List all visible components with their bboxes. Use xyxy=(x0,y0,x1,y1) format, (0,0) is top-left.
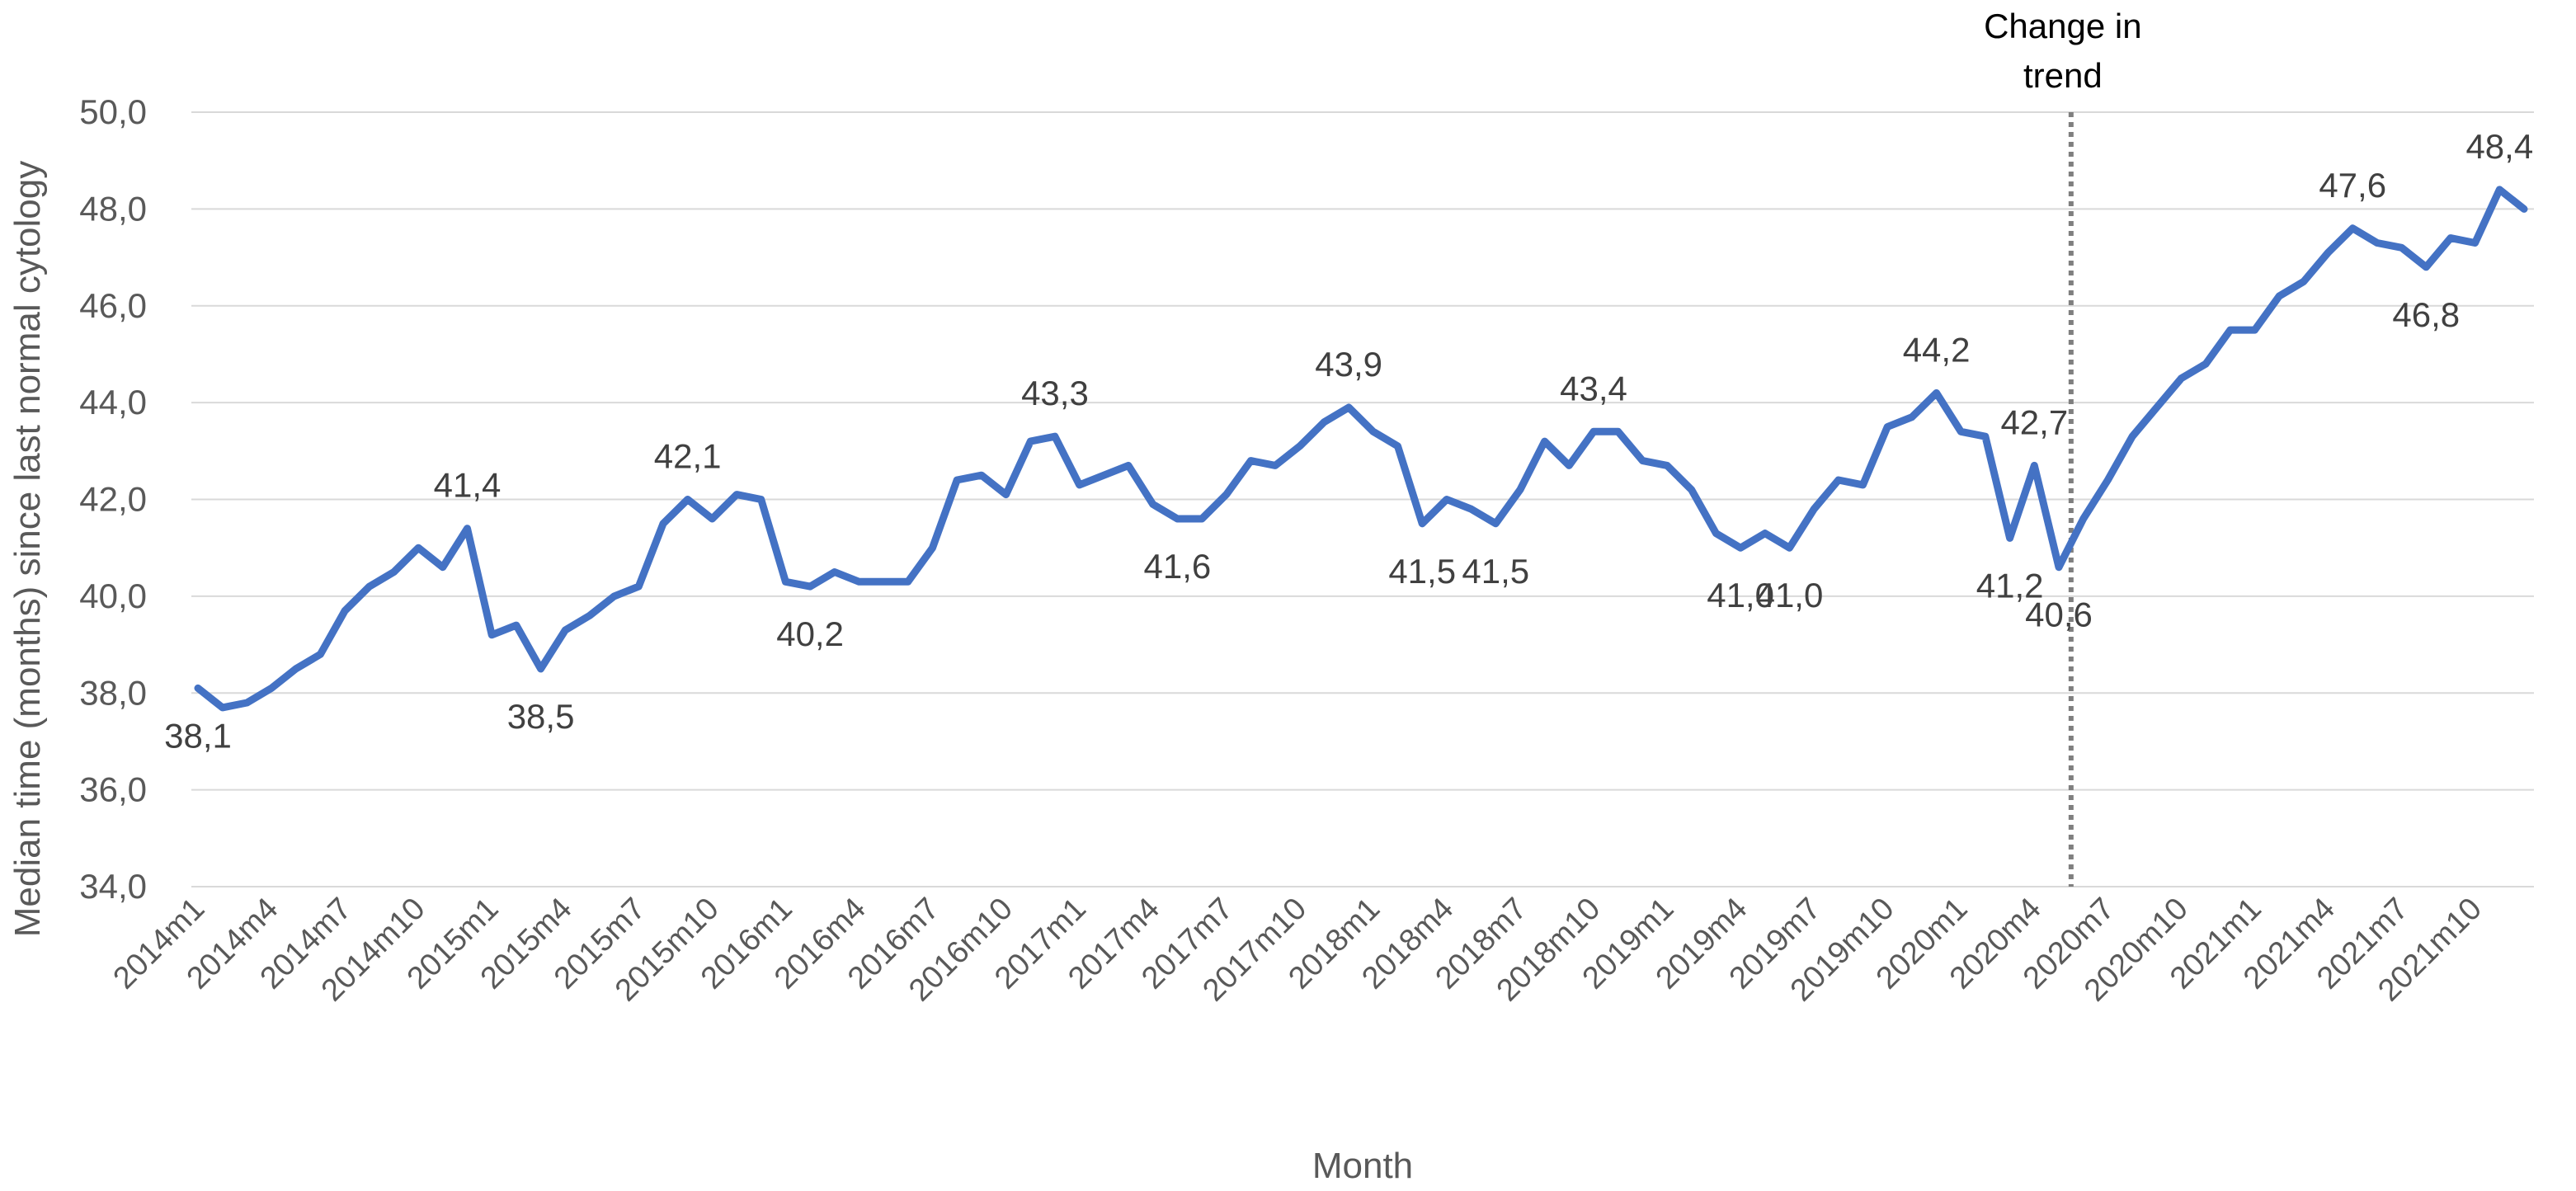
data-label: 41,0 xyxy=(1707,576,1774,614)
data-label: 43,3 xyxy=(1021,374,1089,412)
trend-change-label-line2: trend xyxy=(2023,56,2103,95)
data-label: 41,5 xyxy=(1388,552,1456,591)
data-label: 46,8 xyxy=(2392,295,2460,334)
y-tick-label: 50,0 xyxy=(79,92,147,131)
data-label: 42,1 xyxy=(654,437,722,476)
y-axis-title: Median time (months) since last normal c… xyxy=(7,161,48,937)
data-labels: 38,1 41,4 38,5 42,1 40,2 43,3 41,6 43,9 41,5 41,5… xyxy=(164,127,2533,755)
y-tick-label: 44,0 xyxy=(79,383,147,421)
y-tick-label: 34,0 xyxy=(79,867,147,906)
data-series xyxy=(194,186,2528,712)
y-tick-label: 42,0 xyxy=(79,480,147,519)
y-tick-label: 38,0 xyxy=(79,673,147,712)
y-axis-ticks: 34,0 36,0 38,0 40,0 42,0 44,0 46,0 48,0 50,0 xyxy=(79,92,147,906)
data-label: 44,2 xyxy=(1903,330,1971,369)
series-line xyxy=(194,186,2528,712)
data-label: 41,4 xyxy=(434,466,502,505)
data-label: 43,9 xyxy=(1315,345,1382,384)
data-label: 38,5 xyxy=(507,697,575,736)
data-label: 40,6 xyxy=(2025,596,2093,634)
y-tick-label: 48,0 xyxy=(79,189,147,228)
x-axis-title: Month xyxy=(1312,1146,1413,1186)
data-label: 41,6 xyxy=(1143,547,1211,586)
trend-change-label-line1: Change in xyxy=(1984,7,2141,45)
gridlines xyxy=(191,111,2534,887)
y-tick-label: 36,0 xyxy=(79,770,147,809)
data-label: 43,4 xyxy=(1560,369,1627,407)
x-axis-ticks: 2014m12014m42014m72014m102015m12015m4201… xyxy=(107,892,2489,1009)
y-tick-label: 40,0 xyxy=(79,577,147,615)
data-label: 48,4 xyxy=(2465,127,2533,166)
data-label: 38,1 xyxy=(164,716,232,755)
data-label: 42,7 xyxy=(2000,402,2068,441)
y-tick-label: 46,0 xyxy=(79,286,147,325)
data-label: 41,0 xyxy=(1756,576,1824,614)
data-label: 41,2 xyxy=(1976,566,2044,605)
data-label: 41,5 xyxy=(1462,552,1529,591)
data-label: 40,2 xyxy=(776,614,844,653)
data-label: 47,6 xyxy=(2319,166,2386,205)
